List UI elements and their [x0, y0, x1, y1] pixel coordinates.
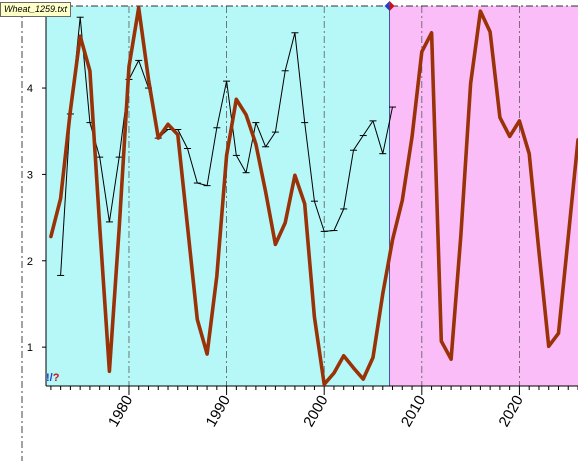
series-lines: [49, 5, 578, 387]
marker-left: !/: [46, 372, 53, 384]
x-tick-label-2010: 2010: [398, 393, 429, 430]
x-tick-label-2020: 2020: [495, 393, 526, 430]
status-marker: !/?: [46, 372, 59, 384]
x-tick-label-1990: 1990: [203, 393, 234, 430]
x-tick-label-2000: 2000: [300, 393, 331, 430]
period-regions: [46, 6, 578, 386]
y-tick-label-2: 2: [27, 256, 33, 268]
file-name-label: Wheat_1259.txt: [0, 2, 72, 17]
markers: [384, 1, 395, 11]
axes: [42, 6, 578, 395]
series-line-2: [49, 5, 578, 387]
gridlines: [21, 5, 578, 461]
marker-diamond-right-1: [389, 1, 395, 11]
period-region-2: [389, 6, 578, 386]
y-tick-label-3: 3: [27, 169, 33, 181]
marker-diamond-left-1: [384, 1, 390, 11]
marker-right: ?: [52, 372, 60, 384]
y-tick-label-1: 1: [27, 342, 33, 354]
period-region-1: [46, 6, 390, 386]
y-tick-label-4: 4: [27, 83, 33, 95]
x-tick-label-1980: 1980: [105, 393, 136, 430]
